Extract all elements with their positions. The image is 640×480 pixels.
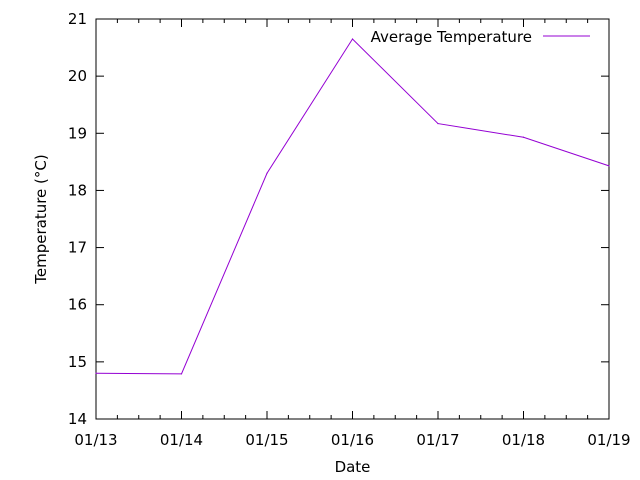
series-line	[95, 38, 610, 375]
legend: Average Temperature	[371, 28, 590, 46]
y-axis-ticks: 14 15 16 17 18 19 20 21	[68, 10, 609, 428]
y-tick-label: 18	[68, 181, 87, 199]
x-tick-label: 01/16	[331, 431, 374, 449]
data-point	[522, 136, 525, 138]
y-axis-label: Temperature (°C)	[32, 154, 50, 284]
y-tick-label: 15	[68, 353, 87, 371]
data-point	[266, 172, 268, 174]
plot-frame	[95, 18, 610, 420]
y-tick-label: 21	[68, 10, 87, 28]
y-tick-label: 14	[68, 410, 87, 428]
data-point	[180, 373, 183, 375]
data-point	[351, 38, 354, 40]
x-tick-label: 01/14	[160, 431, 203, 449]
y-tick-label: 16	[68, 296, 87, 314]
x-axis-ticks: 01/13 01/14 01/15 01/16 01/17 01/18 01/19	[74, 19, 631, 449]
y-tick-label: 17	[68, 239, 87, 257]
y-tick-label: 20	[68, 67, 87, 85]
data-point	[95, 372, 97, 374]
x-tick-label: 01/18	[502, 431, 545, 449]
x-tick-label: 01/13	[74, 431, 117, 449]
legend-entry-label: Average Temperature	[371, 28, 532, 46]
x-tick-label: 01/19	[587, 431, 630, 449]
x-tick-label: 01/17	[416, 431, 459, 449]
x-tick-label: 01/15	[245, 431, 288, 449]
data-point	[437, 122, 439, 125]
data-point	[608, 165, 610, 167]
y-tick-label: 19	[68, 124, 87, 142]
series-layer	[95, 38, 610, 375]
x-axis-label: Date	[335, 458, 371, 476]
